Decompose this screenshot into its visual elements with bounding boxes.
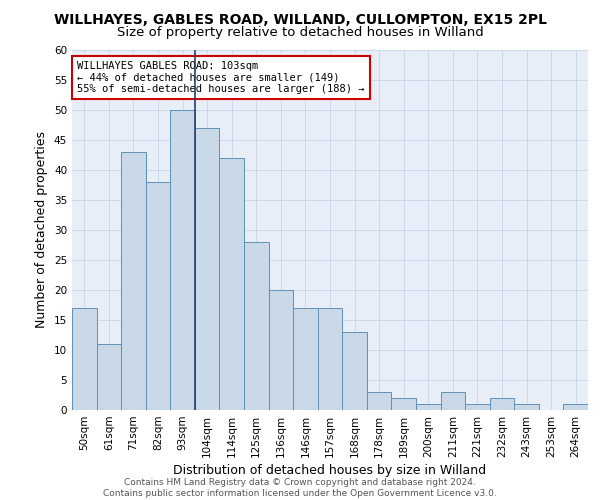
Y-axis label: Number of detached properties: Number of detached properties: [35, 132, 49, 328]
Bar: [146, 182, 170, 410]
Text: Contains HM Land Registry data © Crown copyright and database right 2024.
Contai: Contains HM Land Registry data © Crown c…: [103, 478, 497, 498]
Bar: [391, 398, 416, 410]
Bar: [318, 308, 342, 410]
Bar: [514, 404, 539, 410]
Bar: [293, 308, 318, 410]
Bar: [563, 404, 588, 410]
Bar: [195, 128, 220, 410]
Text: WILLHAYES, GABLES ROAD, WILLAND, CULLOMPTON, EX15 2PL: WILLHAYES, GABLES ROAD, WILLAND, CULLOMP…: [53, 12, 547, 26]
X-axis label: Distribution of detached houses by size in Willand: Distribution of detached houses by size …: [173, 464, 487, 477]
Bar: [170, 110, 195, 410]
Bar: [97, 344, 121, 410]
Bar: [465, 404, 490, 410]
Bar: [72, 308, 97, 410]
Bar: [416, 404, 440, 410]
Bar: [220, 158, 244, 410]
Bar: [244, 242, 269, 410]
Bar: [440, 392, 465, 410]
Bar: [342, 332, 367, 410]
Bar: [367, 392, 391, 410]
Text: Size of property relative to detached houses in Willand: Size of property relative to detached ho…: [116, 26, 484, 39]
Bar: [269, 290, 293, 410]
Bar: [490, 398, 514, 410]
Bar: [121, 152, 146, 410]
Text: WILLHAYES GABLES ROAD: 103sqm
← 44% of detached houses are smaller (149)
55% of : WILLHAYES GABLES ROAD: 103sqm ← 44% of d…: [77, 61, 365, 94]
